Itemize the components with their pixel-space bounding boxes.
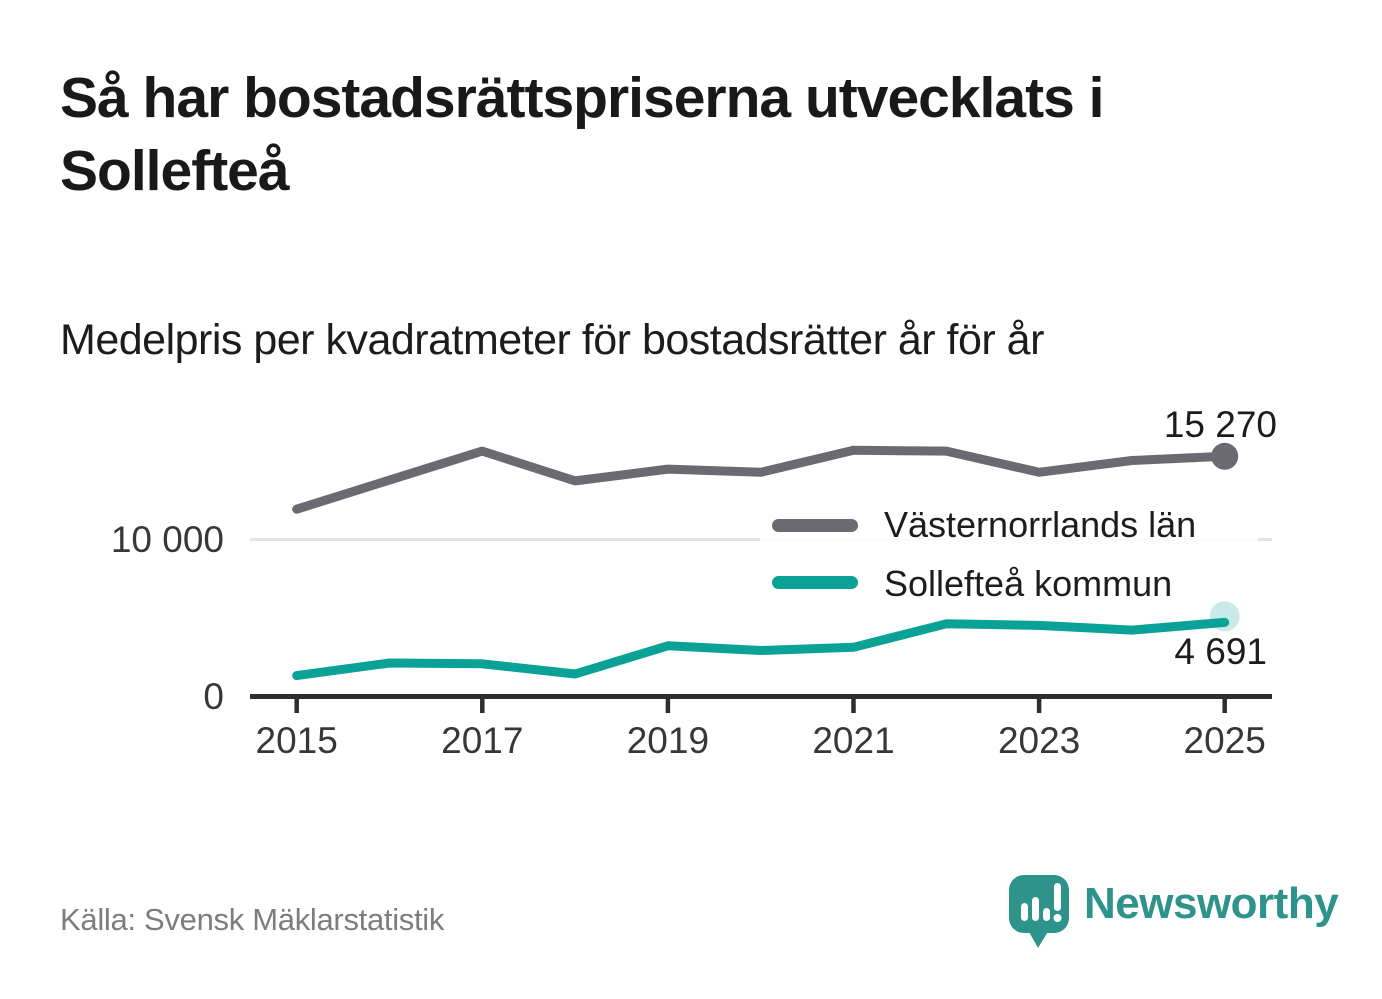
newsworthy-logo: Newsworthy — [1008, 874, 1339, 950]
page-title-line-2: Sollefteå — [60, 139, 290, 203]
x-tick-label-2017: 2017 — [441, 720, 523, 761]
page-title: Så har bostadsrättspriserna utvecklats i… — [60, 62, 1350, 208]
newsworthy-logo-text: Newsworthy — [1084, 879, 1339, 928]
x-axis-ticks: 2015 2017 2019 2021 2023 2025 — [256, 699, 1266, 761]
source-note: Källa: Svensk Mäklarstatistik — [60, 902, 445, 937]
value-label-vasternorrland: 15 270 — [1164, 404, 1277, 445]
x-tick-label-2019: 2019 — [627, 720, 709, 761]
page-title-line-1: Så har bostadsrättspriserna utvecklats i — [60, 66, 1104, 130]
series-line-solleftea — [292, 617, 1230, 681]
legend-background — [760, 498, 1258, 610]
x-tick-label-2015: 2015 — [256, 720, 338, 761]
chart-subtitle: Medelpris per kvadratmeter för bostadsrä… — [60, 316, 1044, 364]
x-tick-label-2025: 2025 — [1184, 720, 1266, 761]
y-tick-label-10000: 10 000 — [111, 519, 224, 560]
legend: Västernorrlands län Sollefteå kommun — [760, 498, 1258, 610]
legend-label-solleftea: Sollefteå kommun — [884, 563, 1172, 604]
value-label-solleftea: 4 691 — [1174, 631, 1267, 672]
line-chart: Västernorrlands län Sollefteå kommun 15 … — [111, 404, 1277, 761]
legend-label-vasternorrland: Västernorrlands län — [884, 504, 1196, 545]
bar-chart-speech-bubble-icon — [1009, 875, 1069, 948]
series-line-vasternorrland — [292, 445, 1230, 514]
legend-swatch-vasternorrland — [772, 519, 858, 532]
end-marker-dot-vasternorrland — [1211, 442, 1239, 470]
legend-swatch-solleftea — [772, 576, 858, 589]
x-tick-label-2023: 2023 — [998, 720, 1080, 761]
y-tick-label-0: 0 — [203, 676, 224, 717]
x-tick-label-2021: 2021 — [812, 720, 894, 761]
